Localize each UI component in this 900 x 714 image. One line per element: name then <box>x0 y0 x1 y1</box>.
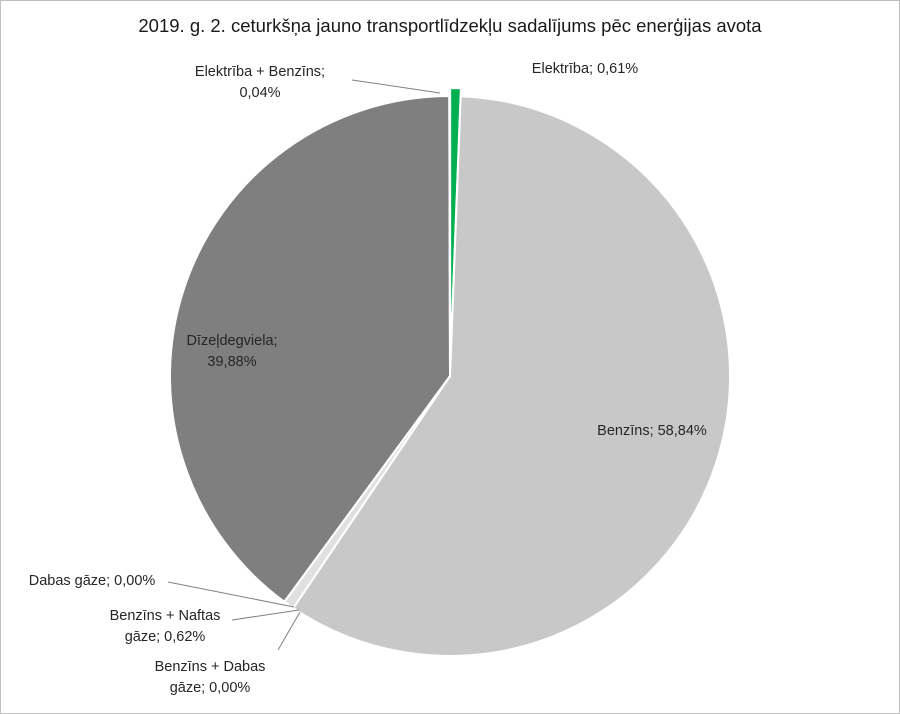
pie-slice-6 <box>448 94 451 377</box>
data-label-line: 39,88% <box>207 354 256 370</box>
data-label-1: Benzīns; 58,84% <box>597 423 707 439</box>
leader-line-3 <box>231 609 300 621</box>
data-label-line: Benzīns; 58,84% <box>597 423 707 439</box>
leader-line-4 <box>167 581 295 608</box>
data-label-0: Elektrība; 0,61% <box>532 61 638 77</box>
data-label-line: Elektrība + Benzīns; <box>195 64 325 80</box>
data-label-4: Dabas gāze; 0,00% <box>29 573 156 589</box>
leader-line-6 <box>351 79 441 94</box>
data-label-line: Elektrība; 0,61% <box>532 61 638 77</box>
data-label-line: 0,04% <box>239 85 280 101</box>
data-label-6: Elektrība + Benzīns; 0,04% <box>195 64 325 101</box>
pie-slices <box>169 87 731 657</box>
data-label-line: gāze; 0,00% <box>170 680 251 696</box>
leader-lines <box>167 79 441 651</box>
leader-line-2 <box>277 611 301 651</box>
chart-title: 2019. g. 2. ceturkšņa jauno transportlīd… <box>138 15 762 36</box>
pie-slice-1 <box>291 95 731 657</box>
data-label-line: Dabas gāze; 0,00% <box>29 573 156 589</box>
data-label-2: Benzīns + Dabas gāze; 0,00% <box>155 659 266 696</box>
data-label-line: gāze; 0,62% <box>125 629 206 645</box>
pie-slice-5 <box>169 94 452 604</box>
data-label-line: Dīzeļdegviela; <box>186 333 277 349</box>
data-label-line: Benzīns + Dabas <box>155 659 266 675</box>
data-labels: Elektrība; 0,61% Benzīns; 58,84% Benzīns +… <box>29 61 707 696</box>
data-label-5: Dīzeļdegviela; 39,88% <box>186 333 277 370</box>
data-label-3: Benzīns + Naftas gāze; 0,62% <box>110 608 221 645</box>
data-label-line: Benzīns + Naftas <box>110 608 221 624</box>
